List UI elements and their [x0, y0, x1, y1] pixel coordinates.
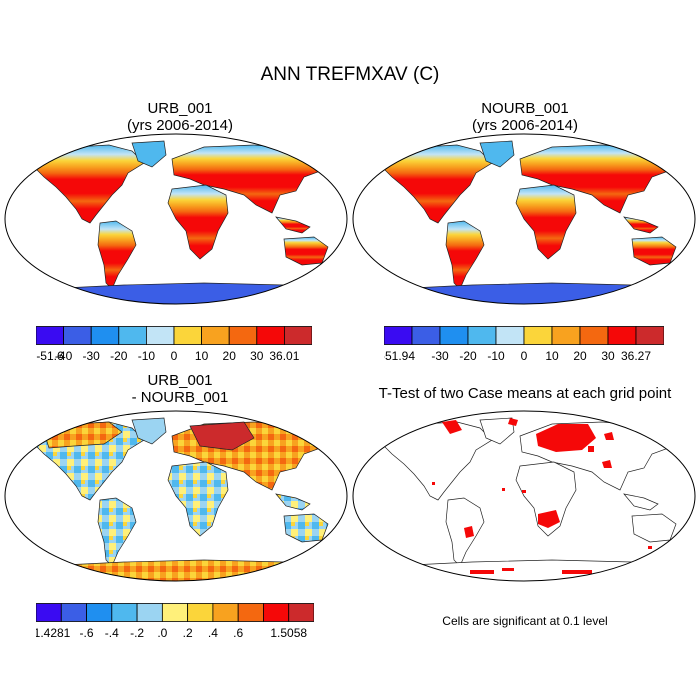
panel-1-title-line2: (yrs 2006-2014): [127, 117, 233, 134]
colorbar-difference: -1.4281 -.6 -.4 -.2 .0 .2 .4 .6 1.5058: [30, 603, 315, 641]
colorbar-box: [90, 326, 120, 345]
map-3-land: [5, 417, 347, 581]
colorbar-tick-label: 10: [545, 349, 559, 363]
colorbar-tick-label: 1.5058: [270, 626, 307, 640]
map-nourb-001: [352, 133, 696, 305]
colorbar-box: [467, 326, 497, 345]
colorbar-tick-label: 36.01: [269, 349, 299, 363]
colorbar-tick-label: -30: [431, 349, 449, 363]
colorbar-tick-label: -20: [459, 349, 477, 363]
colorbar-tick-label: 36.27: [621, 349, 651, 363]
colorbar-box: [551, 326, 581, 345]
colorbar-tick-label: 20: [223, 349, 237, 363]
map-4-land: [353, 417, 695, 581]
significant-cells: [392, 418, 652, 575]
colorbar-box: [201, 326, 230, 345]
colorbar-urb-001: -51.6 -40 -30 -20 -10 0 10 20 30 36.01: [35, 326, 313, 364]
colorbar-tick-label: -.4: [105, 626, 119, 640]
colorbar-box: [212, 603, 239, 622]
colorbar-tick-label: .4: [208, 626, 218, 640]
panel-4-title: T-Test of two Case means at each grid po…: [378, 385, 672, 402]
colorbar-tick-label: -51.94: [384, 349, 415, 363]
colorbar-tick-label: 0: [521, 349, 528, 363]
colorbar-tick-label: 10: [195, 349, 209, 363]
colorbar-box: [383, 326, 413, 345]
colorbar-tick-label: 30: [250, 349, 264, 363]
colorbar-tick-label: 30: [601, 349, 615, 363]
map-1-land: [5, 140, 347, 304]
colorbar-tick-label: -10: [487, 349, 505, 363]
colorbar-tick-label: -20: [110, 349, 128, 363]
map-difference: [4, 410, 348, 582]
colorbar-tick-label: -40: [55, 349, 73, 363]
colorbar-box: [228, 326, 258, 345]
panel-2-title-line1: NOURB_001: [481, 100, 569, 117]
map-urb-001: [4, 133, 348, 305]
colorbar-tick-label: 20: [573, 349, 587, 363]
colorbar-box: [35, 326, 65, 345]
colorbar-box: [635, 326, 665, 345]
colorbar-tick-label: .0: [157, 626, 167, 640]
colorbar-box: [136, 603, 163, 622]
panel-3-title-line1: URB_001: [147, 372, 213, 389]
colorbar-box: [411, 326, 441, 345]
colorbar-box: [35, 603, 62, 622]
colorbar-svg: -51.94 -30 -20 -10 0 10 20 30 36.27: [381, 326, 665, 363]
colorbar-tick-label: -.6: [80, 626, 94, 640]
map-1-border: [4, 133, 348, 305]
colorbar-box: [579, 326, 609, 345]
colorbar-box: [288, 603, 315, 622]
colorbar-box: [161, 603, 189, 622]
colorbar-box: [256, 326, 285, 345]
map-2-land: [353, 140, 695, 304]
colorbar-box: [60, 603, 87, 622]
colorbar-box: [237, 603, 264, 622]
colorbar-box: [439, 326, 469, 345]
colorbar-svg: -1.4281 -.6 -.4 -.2 .0 .2 .4 .6 1.5058: [30, 603, 315, 640]
panel-1-title-line1: URB_001: [147, 100, 213, 117]
panel-2-title: NOURB_001 (yrs 2006-2014): [385, 100, 665, 134]
colorbar-tick-label: 0: [171, 349, 178, 363]
colorbar-box: [118, 326, 147, 345]
colorbar-tick-label: -10: [138, 349, 156, 363]
main-title: ANN TREFMXAV (C): [260, 64, 440, 85]
colorbar-tick-label: -30: [83, 349, 101, 363]
panel-3-title-line2: - NOURB_001: [131, 389, 229, 406]
colorbar-box: [187, 603, 214, 622]
colorbar-tick-label: -51.6: [36, 349, 64, 363]
colorbar-box: [495, 326, 525, 345]
colorbar-box: [263, 603, 290, 622]
colorbar-svg: -51.6-40 -30 -20 -10 0 10 20 30 36.01: [35, 326, 313, 363]
colorbar-tick-label: .6: [233, 626, 243, 640]
colorbar-box: [607, 326, 637, 345]
colorbar-box: [146, 326, 175, 345]
colorbar-tick-label: -.2: [130, 626, 144, 640]
colorbar-box: [63, 326, 92, 345]
significance-note: Cells are significant at 0.1 level: [442, 614, 608, 628]
colorbar-tick-label: -1.4281: [36, 626, 71, 640]
colorbar-nourb-001: -51.94 -30 -20 -10 0 10 20 30 36.27: [381, 326, 665, 364]
map-ttest: [352, 410, 696, 582]
colorbar-box: [111, 603, 138, 622]
map-3-border: [4, 410, 348, 582]
panel-3-title: URB_001 - NOURB_001: [40, 372, 320, 406]
colorbar-box: [86, 603, 113, 622]
map-2-border: [352, 133, 696, 305]
panel-2-title-line2: (yrs 2006-2014): [472, 117, 578, 134]
colorbar-box: [173, 326, 203, 345]
map-4-border: [352, 410, 696, 582]
panel-1-title: URB_001 (yrs 2006-2014): [40, 100, 320, 134]
colorbar-tick-label: .2: [183, 626, 193, 640]
colorbar-box: [283, 326, 313, 345]
colorbar-box: [523, 326, 553, 345]
